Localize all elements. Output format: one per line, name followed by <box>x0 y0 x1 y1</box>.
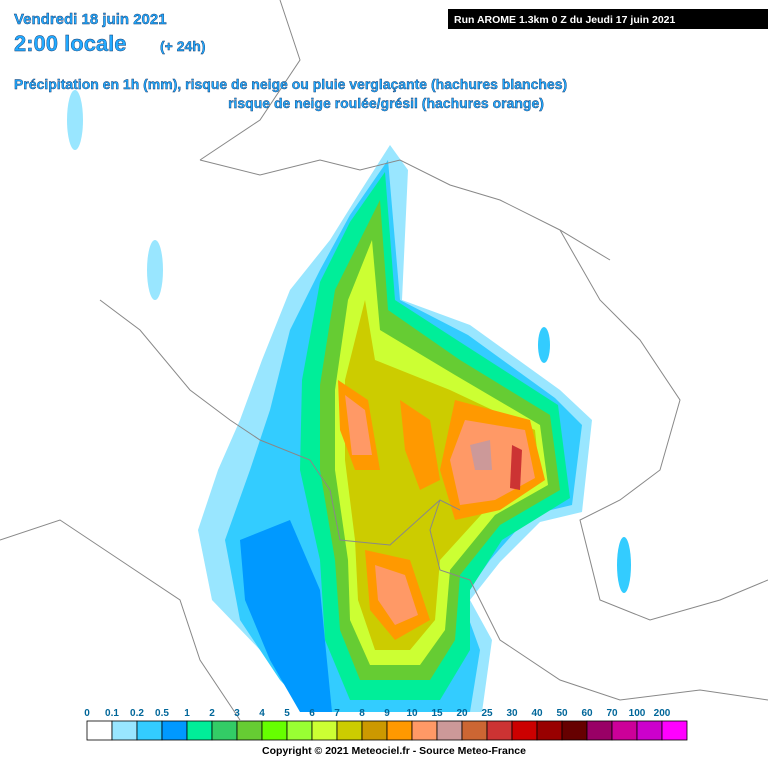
legend-label: 60 <box>581 708 593 719</box>
legend-swatch <box>261 720 288 741</box>
legend-swatch <box>86 720 113 741</box>
legend-swatch <box>136 720 163 741</box>
legend-swatch <box>211 720 238 741</box>
legend-label: 2 <box>209 708 215 719</box>
run-info: Run AROME 1.3km 0 Z du Jeudi 17 juin 202… <box>454 14 675 26</box>
legend-swatch <box>186 720 213 741</box>
legend-swatch <box>311 720 338 741</box>
legend-label: 30 <box>506 708 518 719</box>
legend-label: 25 <box>481 708 493 719</box>
legend-label: 0.2 <box>130 708 144 719</box>
copyright: Copyright © 2021 Meteociel.fr - Source M… <box>262 745 526 757</box>
legend-swatch <box>361 720 388 741</box>
legend-label: 70 <box>606 708 618 719</box>
legend-label: 50 <box>556 708 568 719</box>
lead-time: (+ 24h) <box>160 38 206 54</box>
legend-label: 6 <box>309 708 315 719</box>
legend-swatch <box>111 720 138 741</box>
legend-swatch <box>586 720 613 741</box>
legend-label: 0.1 <box>105 708 119 719</box>
legend-swatch <box>336 720 363 741</box>
legend-label: 1 <box>184 708 190 719</box>
description-line: risque de neige roulée/grésil (hachures … <box>228 95 544 111</box>
legend-label: 200 <box>654 708 671 719</box>
legend-swatch <box>511 720 538 741</box>
legend-swatch <box>561 720 588 741</box>
local-time: 2:00 locale <box>14 31 127 56</box>
legend-label: 100 <box>629 708 646 719</box>
legend-swatch <box>411 720 438 741</box>
legend-label: 3 <box>234 708 240 719</box>
legend-swatch <box>236 720 263 741</box>
legend-swatch <box>486 720 513 741</box>
legend-label: 8 <box>359 708 365 719</box>
legend-swatch <box>436 720 463 741</box>
precipitation-field <box>67 90 631 712</box>
legend-label: 40 <box>531 708 543 719</box>
date: Vendredi 18 juin 2021 <box>14 11 167 28</box>
legend-label: 10 <box>406 708 418 719</box>
legend-swatch <box>636 720 663 741</box>
legend-label: 0 <box>84 708 90 719</box>
legend-label: 5 <box>284 708 290 719</box>
legend-swatch <box>536 720 563 741</box>
legend-swatch <box>661 720 688 741</box>
legend-swatch <box>286 720 313 741</box>
legend-label: 7 <box>334 708 340 719</box>
legend-swatch <box>461 720 488 741</box>
legend-swatch <box>161 720 188 741</box>
run-box <box>448 9 768 29</box>
legend-label: 15 <box>431 708 443 719</box>
borders <box>0 0 768 721</box>
legend-label: 4 <box>259 708 265 719</box>
legend: 0 0.1 0.2 0.5 1 2 3 4 5 6 7 8 9 10 15 20 25 30 40 50 60 70 100… <box>84 708 688 741</box>
legend-label: 9 <box>384 708 390 719</box>
legend-label: 0.5 <box>155 708 169 719</box>
legend-label: 20 <box>456 708 468 719</box>
legend-swatch <box>611 720 638 741</box>
description-line: Précipitation en 1h (mm), risque de neig… <box>14 76 567 92</box>
legend-swatch <box>386 720 413 741</box>
